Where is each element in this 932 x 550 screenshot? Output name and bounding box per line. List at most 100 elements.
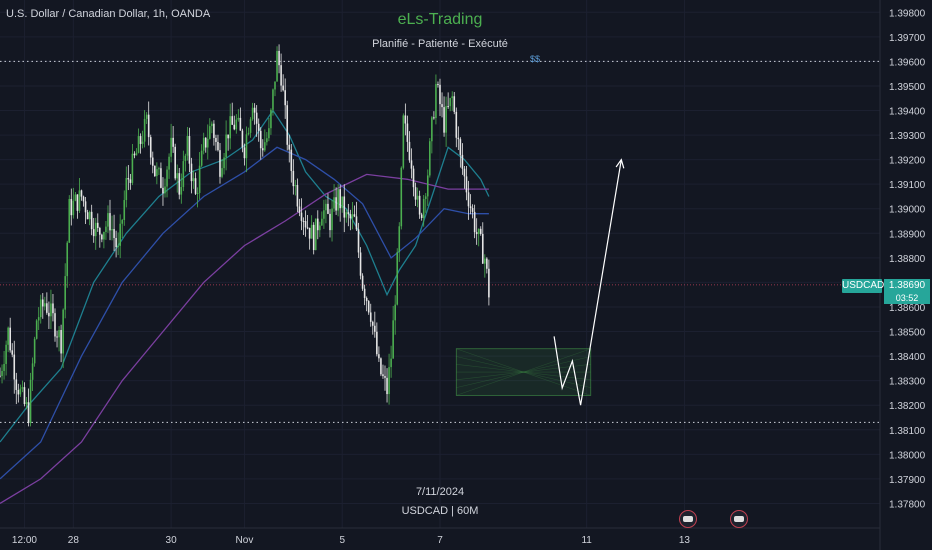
price-tick-label: 1.39200 xyxy=(889,156,926,167)
candle-body xyxy=(121,220,124,224)
candle-body xyxy=(314,218,317,251)
candle-body xyxy=(369,312,372,322)
candle-body xyxy=(243,147,246,159)
moving-average-line xyxy=(0,173,489,504)
candle-body xyxy=(268,128,270,139)
candle-body xyxy=(211,123,213,127)
candle-body xyxy=(186,136,189,156)
time-tick-label: 28 xyxy=(68,535,80,546)
candle-body xyxy=(398,226,401,253)
candle-body xyxy=(443,107,445,133)
candle-body xyxy=(149,137,152,158)
candle-body xyxy=(410,160,413,169)
price-tick-label: 1.39400 xyxy=(889,107,926,118)
candle-body xyxy=(204,137,207,148)
last-price-value: 1.38690 xyxy=(884,279,930,293)
candle-body xyxy=(272,89,274,110)
candle-body xyxy=(172,137,174,147)
candle-body xyxy=(107,213,109,227)
candle-body xyxy=(202,137,205,151)
price-tick-label: 1.39300 xyxy=(889,131,926,142)
candle-body xyxy=(135,152,138,156)
candle-body xyxy=(457,137,460,140)
candle-body xyxy=(396,252,399,305)
candle-body xyxy=(162,187,164,194)
price-tick-label: 1.38000 xyxy=(889,450,926,461)
candle-body xyxy=(25,402,28,405)
candle-body xyxy=(347,212,350,215)
candle-body xyxy=(72,200,75,216)
candle-body xyxy=(418,195,421,215)
candle-body xyxy=(406,123,409,142)
candle-body xyxy=(239,117,242,131)
candle-body xyxy=(200,150,203,166)
candle-body xyxy=(274,81,276,90)
demand-zone-hatch xyxy=(456,356,591,388)
candle-body xyxy=(284,90,286,106)
candle-body xyxy=(394,304,396,321)
time-tick-label: 12:00 xyxy=(12,535,37,546)
candle-body xyxy=(437,84,439,86)
candle-body xyxy=(449,98,451,107)
candle-body xyxy=(296,185,299,207)
candle-body xyxy=(481,233,484,264)
candle-body xyxy=(225,134,227,158)
economic-event-flag-icon[interactable] xyxy=(730,510,748,528)
time-tick-label: 13 xyxy=(679,535,691,546)
candle-body xyxy=(374,325,376,332)
candle-body xyxy=(125,178,128,201)
candle-body xyxy=(170,137,172,157)
candle-body xyxy=(119,223,121,246)
candle-body xyxy=(221,168,223,177)
candle-body xyxy=(164,186,166,194)
price-tick-label: 1.39000 xyxy=(889,205,926,216)
economic-event-flag-icon[interactable] xyxy=(679,510,697,528)
candle-body xyxy=(245,134,248,159)
candle-body xyxy=(17,389,20,395)
candle-body xyxy=(300,212,303,221)
candle-body xyxy=(174,146,176,179)
candle-body xyxy=(261,148,264,151)
chart-grid xyxy=(0,0,880,528)
candle-body xyxy=(158,168,160,170)
candle-body xyxy=(388,367,390,395)
price-tick-label: 1.39700 xyxy=(889,33,926,44)
candle-body xyxy=(29,379,32,423)
candle-body xyxy=(278,50,280,66)
candle-body xyxy=(439,84,441,105)
candle-body xyxy=(371,321,374,326)
candle-body xyxy=(178,173,181,195)
candle-body xyxy=(68,199,71,243)
candle-body xyxy=(447,106,449,108)
candle-body xyxy=(137,136,140,153)
candle-body xyxy=(231,116,234,125)
candle-body xyxy=(33,338,36,364)
candle-body xyxy=(290,149,293,171)
candle-body xyxy=(402,115,405,168)
demand-zone-hatch xyxy=(456,348,591,396)
candle-body xyxy=(233,124,236,130)
candle-body xyxy=(376,331,378,355)
candle-body xyxy=(5,344,7,364)
candle-body xyxy=(58,330,60,338)
candle-body xyxy=(408,141,411,161)
candle-body xyxy=(404,115,407,124)
candle-body xyxy=(141,141,144,144)
candle-body xyxy=(416,195,419,200)
candle-body xyxy=(7,327,9,345)
candle-body xyxy=(359,252,362,276)
candle-body xyxy=(44,303,46,307)
price-tick-label: 1.38400 xyxy=(889,352,926,363)
candle-body xyxy=(154,165,156,177)
candle-body xyxy=(337,189,339,211)
candle-body xyxy=(84,201,87,213)
candle-body xyxy=(206,138,209,148)
candle-body xyxy=(357,229,360,253)
candle-body xyxy=(131,153,134,183)
candle-body xyxy=(27,402,30,423)
candle-body xyxy=(115,238,117,248)
candle-body xyxy=(431,117,433,142)
candle-body xyxy=(316,218,319,231)
candle-body xyxy=(349,214,352,219)
